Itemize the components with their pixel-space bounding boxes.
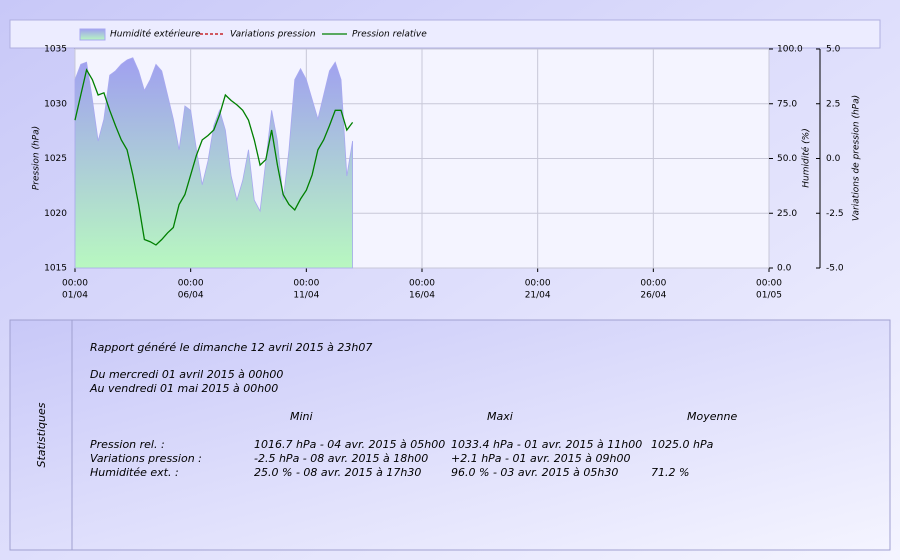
legend-swatch bbox=[79, 28, 106, 41]
stats-row-label: Pression rel. : bbox=[90, 438, 165, 451]
y2-tick-label: 0.0 bbox=[777, 264, 792, 274]
x-tick-label: 00:00 bbox=[409, 279, 435, 289]
stats-min: 1016.7 hPa - 04 avr. 2015 à 05h00 bbox=[254, 438, 445, 451]
x-tick-date: 06/04 bbox=[178, 291, 204, 301]
y-tick-label: 1035 bbox=[44, 45, 67, 55]
stats-side-label: Statistiques bbox=[35, 402, 48, 467]
y-tick-label: 1020 bbox=[44, 209, 67, 219]
y-tick-label: 1030 bbox=[44, 99, 67, 109]
x-tick-label: 00:00 bbox=[62, 279, 88, 289]
y2-tick-label: 100.0 bbox=[777, 45, 803, 55]
legend-label: Pression relative bbox=[352, 30, 427, 40]
x-tick-date: 16/04 bbox=[409, 291, 435, 301]
x-tick-date: 26/04 bbox=[640, 291, 666, 301]
stats-max: 1033.4 hPa - 01 avr. 2015 à 11h00 bbox=[451, 438, 642, 451]
humidity-area bbox=[74, 57, 353, 269]
stats-row-label: Variations pression : bbox=[90, 452, 202, 465]
y3-axis-label: Variations de pression (hPa) bbox=[852, 95, 862, 221]
y2-tick-label: 50.0 bbox=[777, 154, 797, 164]
stats-panel bbox=[9, 319, 891, 551]
stats-to: Au vendredi 01 mai 2015 à 00h00 bbox=[89, 382, 278, 395]
x-tick-date: 01/05 bbox=[756, 291, 782, 301]
y3-tick-label: 5.0 bbox=[826, 45, 841, 55]
y3-tick-label: 2.5 bbox=[826, 99, 840, 109]
stats-mean: 71.2 % bbox=[651, 466, 689, 479]
x-tick-label: 00:00 bbox=[756, 279, 782, 289]
y3-tick-label: -2.5 bbox=[826, 209, 844, 219]
pressure-line bbox=[74, 68, 354, 246]
x-tick-date: 01/04 bbox=[62, 291, 88, 301]
x-tick-date: 21/04 bbox=[525, 291, 551, 301]
x-tick-label: 00:00 bbox=[178, 279, 204, 289]
legend-band bbox=[9, 19, 881, 49]
y-axis-label: Pression (hPa) bbox=[32, 126, 42, 190]
legend-label: Humidité extérieure bbox=[110, 29, 201, 40]
stats-min: -2.5 hPa - 08 avr. 2015 à 18h00 bbox=[254, 452, 428, 465]
x-tick-label: 00:00 bbox=[525, 279, 551, 289]
stats-header: Mini bbox=[290, 410, 313, 423]
stats-max: 96.0 % - 03 avr. 2015 à 05h30 bbox=[451, 466, 618, 479]
y2-tick-label: 75.0 bbox=[777, 99, 797, 109]
stats-row-label: Humiditée ext. : bbox=[90, 466, 179, 479]
x-tick-label: 00:00 bbox=[293, 279, 319, 289]
x-tick-date: 11/04 bbox=[293, 291, 319, 301]
x-tick-label: 00:00 bbox=[640, 279, 666, 289]
stats-header: Maxi bbox=[487, 410, 513, 423]
stats-max: +2.1 hPa - 01 avr. 2015 à 09h00 bbox=[451, 452, 630, 465]
y2-axis-label: Humidité (%) bbox=[801, 128, 812, 187]
y-tick-label: 1025 bbox=[44, 154, 67, 164]
stats-generated: Rapport généré le dimanche 12 avril 2015… bbox=[90, 341, 372, 354]
stats-min: 25.0 % - 08 avr. 2015 à 17h30 bbox=[254, 466, 421, 479]
y-tick-label: 1015 bbox=[44, 264, 67, 274]
y2-tick-label: 25.0 bbox=[777, 209, 797, 219]
stats-mean: 1025.0 hPa bbox=[651, 438, 714, 451]
y3-tick-label: 0.0 bbox=[826, 154, 841, 164]
legend-label: Variations pression bbox=[230, 30, 316, 40]
stats-header: Moyenne bbox=[687, 410, 737, 423]
stats-from: Du mercredi 01 avril 2015 à 00h00 bbox=[90, 368, 283, 381]
y3-tick-label: -5.0 bbox=[826, 264, 844, 274]
